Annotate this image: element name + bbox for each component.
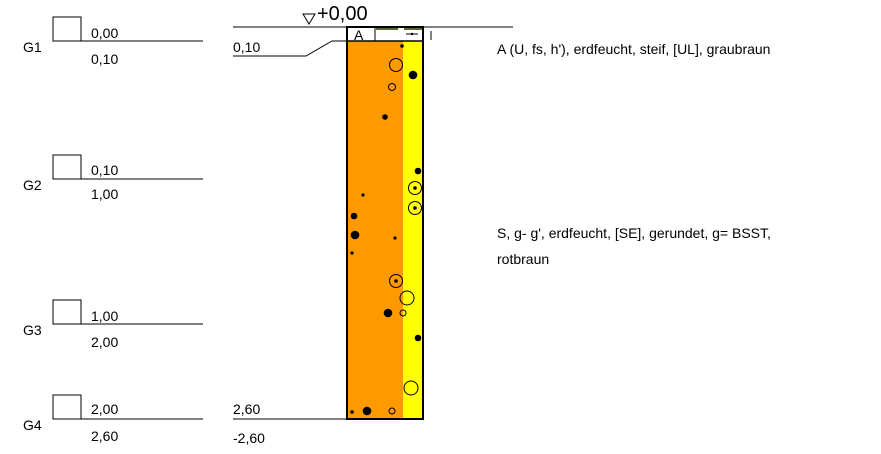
gravel-dot-icon	[350, 230, 360, 240]
gravel-dot-icon	[382, 114, 388, 120]
sample-box-g1	[52, 16, 82, 42]
gravel-circle-icon	[388, 407, 396, 415]
final-depth-label: 2,60	[233, 401, 260, 417]
gravel-circle-icon	[403, 380, 419, 396]
gravel-dot-icon	[414, 334, 422, 342]
gravel-dot-icon	[394, 279, 398, 283]
gravel-dotted-circle-icon	[389, 274, 403, 288]
gravel-circle-icon	[399, 309, 407, 317]
layer-description-sand-line1: S, g- g', erdfeucht, [SE], gerundet, g= …	[497, 225, 771, 241]
gravel-dot-icon	[393, 236, 397, 240]
sample-box-g2	[52, 154, 82, 180]
sample-bottom-g2: 1,00	[91, 186, 118, 202]
sample-id-g4: G4	[23, 417, 42, 433]
topsoil-color-band-2	[404, 27, 422, 30]
gravel-dot-icon	[413, 186, 417, 190]
sample-bottom-g3: 2,00	[91, 334, 118, 350]
sample-id-g2: G2	[23, 177, 42, 193]
sample-id-g1: G1	[23, 39, 42, 55]
gravel-dot-icon	[350, 410, 354, 414]
gravel-dot-icon	[361, 193, 365, 197]
layer-description-topsoil: A (U, fs, h'), erdfeucht, steif, [UL], g…	[497, 41, 770, 57]
gravel-circle-icon	[389, 58, 403, 72]
elevation-triangle-icon	[302, 13, 316, 25]
topsoil-symbol: A	[354, 27, 364, 43]
gravel-dotted-circle-icon	[408, 201, 422, 215]
sample-box-g4	[52, 394, 82, 420]
gravel-circle-icon	[399, 290, 415, 306]
gravel-circle-icon	[388, 83, 396, 91]
gravel-dot-icon	[413, 206, 417, 210]
sand-layer-fill	[347, 41, 403, 419]
gravel-dot-icon	[414, 167, 422, 175]
gravel-dot-icon	[362, 406, 372, 416]
elevation-label: +0,00	[317, 3, 368, 25]
layer-boundary-depth: 0,10	[233, 39, 260, 55]
sample-top-g2: 0,10	[91, 162, 118, 178]
layer-description-sand-line2: rotbraun	[497, 251, 549, 267]
borehole-column: A	[346, 26, 432, 420]
sample-top-g3: 1,00	[91, 308, 118, 324]
final-elevation-label: -2,60	[233, 430, 265, 446]
sample-top-g1: 0,00	[91, 25, 118, 41]
sand-layer-strip	[403, 41, 423, 419]
layer-boundary-leader	[233, 40, 347, 57]
borehole-outline	[346, 26, 424, 420]
topsoil-color-band	[376, 27, 398, 30]
gravel-dot-icon	[350, 212, 358, 220]
sample-bottom-g4: 2,60	[91, 428, 118, 444]
sample-id-g3: G3	[23, 322, 42, 338]
gravel-symbols	[350, 44, 422, 416]
gravel-dot-icon	[408, 70, 418, 80]
gravel-dot-icon	[350, 251, 354, 255]
gravel-dotted-circle-icon	[408, 181, 422, 195]
sample-bottom-g1: 0,10	[91, 51, 118, 67]
gravel-dot-icon	[383, 308, 393, 318]
gravel-dot-icon	[400, 44, 404, 48]
sample-top-g4: 2,00	[91, 401, 118, 417]
sample-box-g3	[52, 299, 82, 325]
topsoil-consistency-dot-icon	[410, 32, 414, 36]
